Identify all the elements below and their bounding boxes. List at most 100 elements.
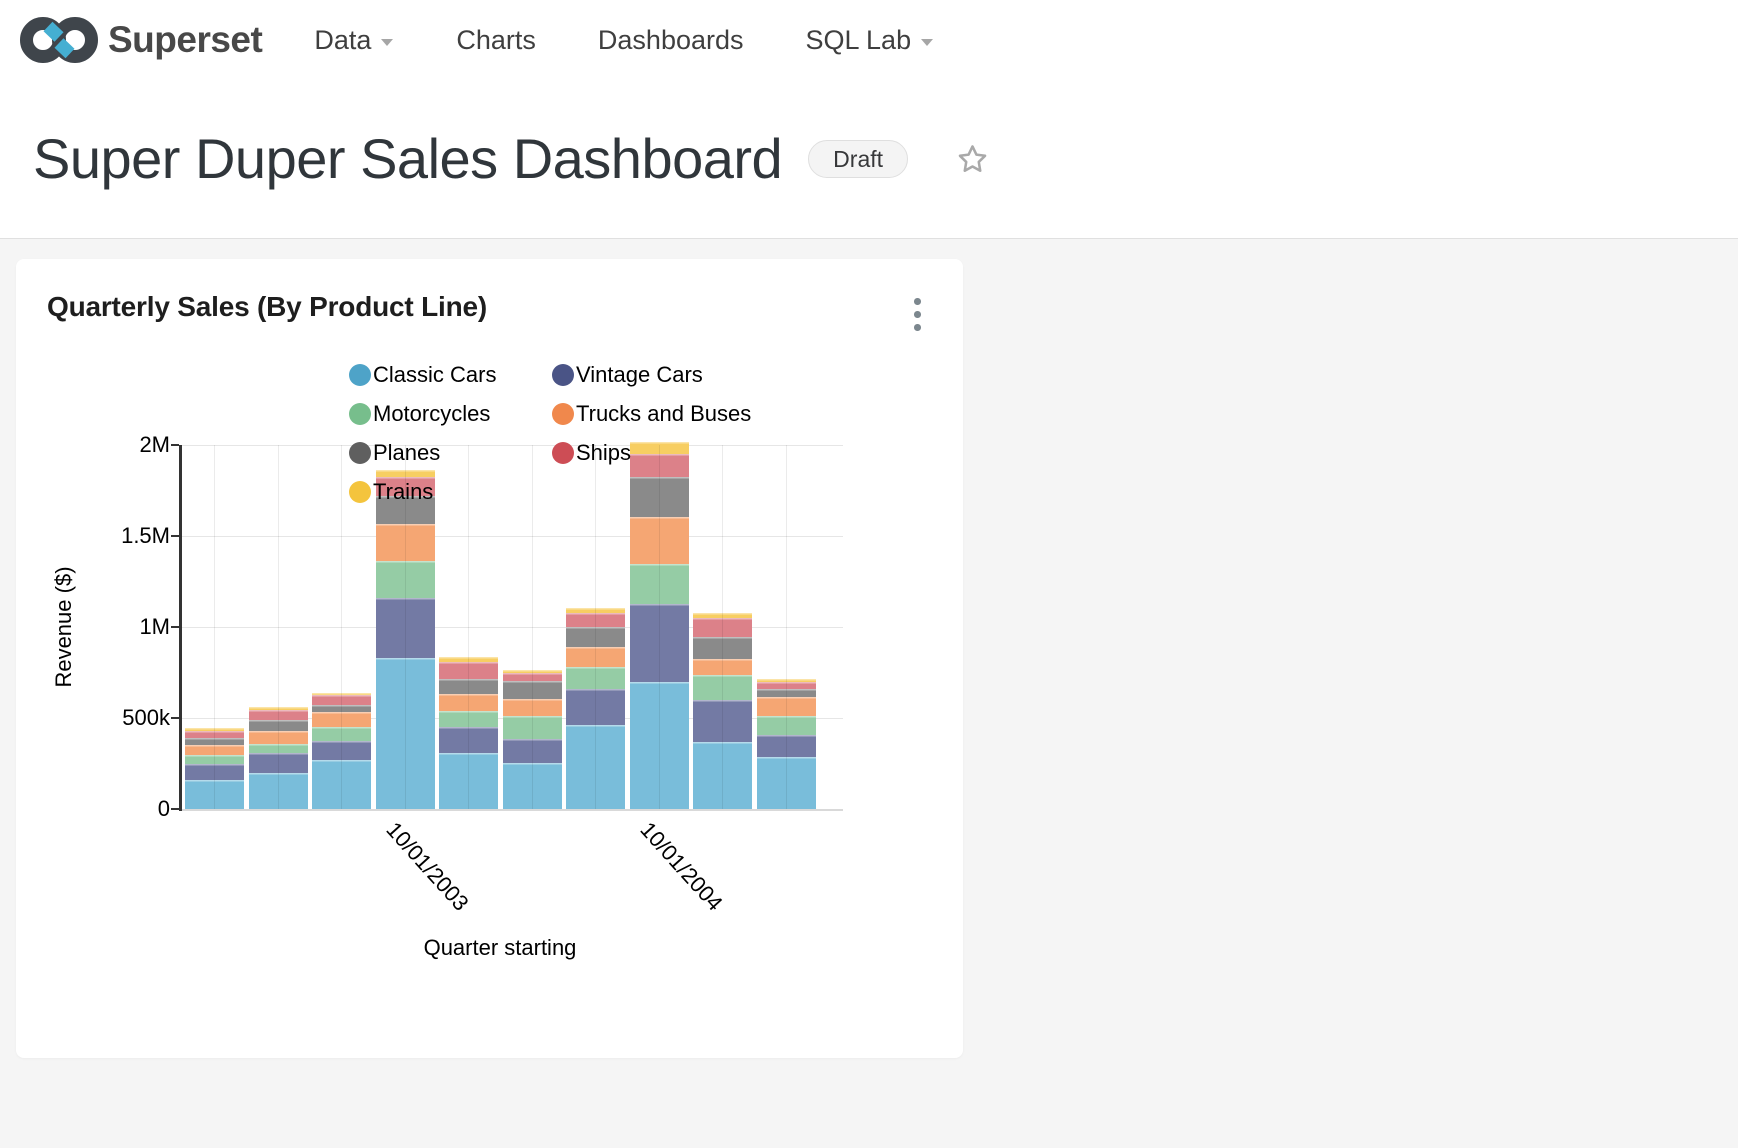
bar-segment[interactable] (439, 693, 498, 711)
bar-segment[interactable] (629, 682, 689, 809)
nav-item-dashboards[interactable]: Dashboards (598, 25, 744, 56)
bar-segment[interactable] (629, 563, 689, 604)
bar-segment[interactable] (312, 712, 371, 728)
favorite-star-icon[interactable] (956, 143, 989, 175)
bar-segment[interactable] (629, 476, 689, 518)
bar-segment[interactable] (502, 698, 562, 716)
bar-segment[interactable] (375, 470, 435, 478)
main-nav: Data Charts Dashboards SQL Lab (314, 25, 996, 56)
nav-item-data[interactable]: Data (314, 25, 394, 56)
bar[interactable] (248, 707, 308, 809)
bar-segment[interactable] (566, 688, 625, 725)
bar-segment[interactable] (502, 673, 562, 681)
bar-segment[interactable] (185, 745, 244, 755)
bar-segment[interactable] (375, 523, 435, 562)
bar-segment[interactable] (693, 699, 752, 743)
bar[interactable] (566, 608, 625, 809)
bar-segment[interactable] (375, 561, 435, 598)
gridline-v (658, 444, 660, 809)
bar-segment[interactable] (566, 724, 625, 809)
bar-segment[interactable] (756, 688, 816, 698)
legend-item[interactable]: Ships (552, 433, 755, 472)
bar-segment[interactable] (756, 756, 816, 809)
bar-segment[interactable] (439, 727, 498, 753)
bar[interactable] (375, 470, 435, 809)
bar-segment[interactable] (248, 772, 308, 809)
bar-segment[interactable] (566, 667, 625, 689)
chart-legend: Classic Cars Vintage Cars Motorcycles Truck… (349, 355, 789, 511)
bar-segment[interactable] (185, 731, 244, 739)
bar-segment[interactable] (248, 753, 308, 773)
bar-segment[interactable] (502, 762, 562, 809)
nav-item-sql-lab[interactable]: SQL Lab (806, 25, 935, 56)
bar[interactable] (693, 612, 752, 809)
bar-segment[interactable] (502, 739, 562, 763)
legend-item[interactable]: Trains (349, 472, 552, 511)
legend-item[interactable]: Vintage Cars (552, 355, 755, 394)
bar-segment[interactable] (629, 603, 689, 683)
bar-segment[interactable] (248, 743, 308, 754)
legend-item[interactable]: Planes (349, 433, 552, 472)
bar-segment[interactable] (439, 752, 498, 809)
bar[interactable] (312, 693, 371, 809)
bar-segment[interactable] (566, 646, 625, 668)
bar-segment[interactable] (756, 678, 816, 683)
bar[interactable] (629, 441, 689, 809)
bar-segment[interactable] (439, 657, 498, 662)
bar-segment[interactable] (439, 710, 498, 728)
bar-segment[interactable] (312, 704, 371, 713)
bar-segment[interactable] (502, 715, 562, 740)
bar-segment[interactable] (312, 760, 371, 809)
superset-logo[interactable]: Superset (18, 13, 263, 67)
bar-segment[interactable] (756, 682, 816, 689)
bar-segment[interactable] (312, 727, 371, 741)
bar-segment[interactable] (693, 612, 752, 619)
bar-segment[interactable] (693, 636, 752, 659)
bar-segment[interactable] (185, 738, 244, 746)
bar-segment[interactable] (693, 658, 752, 675)
legend-item[interactable]: Classic Cars (349, 355, 552, 394)
kebab-menu-icon[interactable] (914, 298, 922, 337)
bar-segment[interactable] (566, 608, 625, 614)
bar-segment[interactable] (502, 680, 562, 699)
bar-segment[interactable] (629, 441, 689, 454)
bar-segment[interactable] (185, 780, 244, 809)
bar-segment[interactable] (629, 453, 689, 477)
dashboard-header: Super Duper Sales Dashboard Draft (0, 80, 1738, 238)
bar-segment[interactable] (312, 695, 371, 705)
bar[interactable] (502, 669, 562, 809)
bar[interactable] (439, 657, 498, 809)
bar-segment[interactable] (312, 693, 371, 696)
legend-item[interactable]: Motorcycles (349, 394, 552, 433)
bar-segment[interactable] (185, 754, 244, 764)
bar-segment[interactable] (248, 709, 308, 720)
bar-segment[interactable] (248, 730, 308, 744)
legend-swatch (552, 402, 574, 425)
nav-item-charts[interactable]: Charts (456, 25, 536, 56)
bar-segment[interactable] (502, 669, 562, 674)
bar-segment[interactable] (566, 626, 625, 647)
legend-item[interactable]: Trucks and Buses (552, 394, 755, 433)
bar-segment[interactable] (375, 597, 435, 658)
bar-segment[interactable] (185, 728, 244, 732)
bar-segment[interactable] (439, 661, 498, 679)
bar-segment[interactable] (375, 477, 435, 497)
legend-label: Planes (373, 439, 441, 465)
bar-segment[interactable] (375, 657, 435, 809)
bar-segment[interactable] (248, 707, 308, 710)
bar-segment[interactable] (756, 735, 816, 757)
bar-segment[interactable] (693, 742, 752, 809)
bar[interactable] (185, 728, 244, 809)
bar-segment[interactable] (566, 613, 625, 627)
bar-segment[interactable] (185, 764, 244, 781)
bar-segment[interactable] (439, 678, 498, 694)
bar-segment[interactable] (756, 715, 816, 736)
bar-segment[interactable] (312, 740, 371, 761)
bar-segment[interactable] (248, 719, 308, 731)
bar-segment[interactable] (693, 674, 752, 700)
bar-segment[interactable] (629, 517, 689, 564)
bar-segment[interactable] (756, 697, 816, 716)
bar[interactable] (756, 678, 816, 809)
bar-segment[interactable] (693, 618, 752, 637)
bar-segment[interactable] (375, 496, 435, 524)
